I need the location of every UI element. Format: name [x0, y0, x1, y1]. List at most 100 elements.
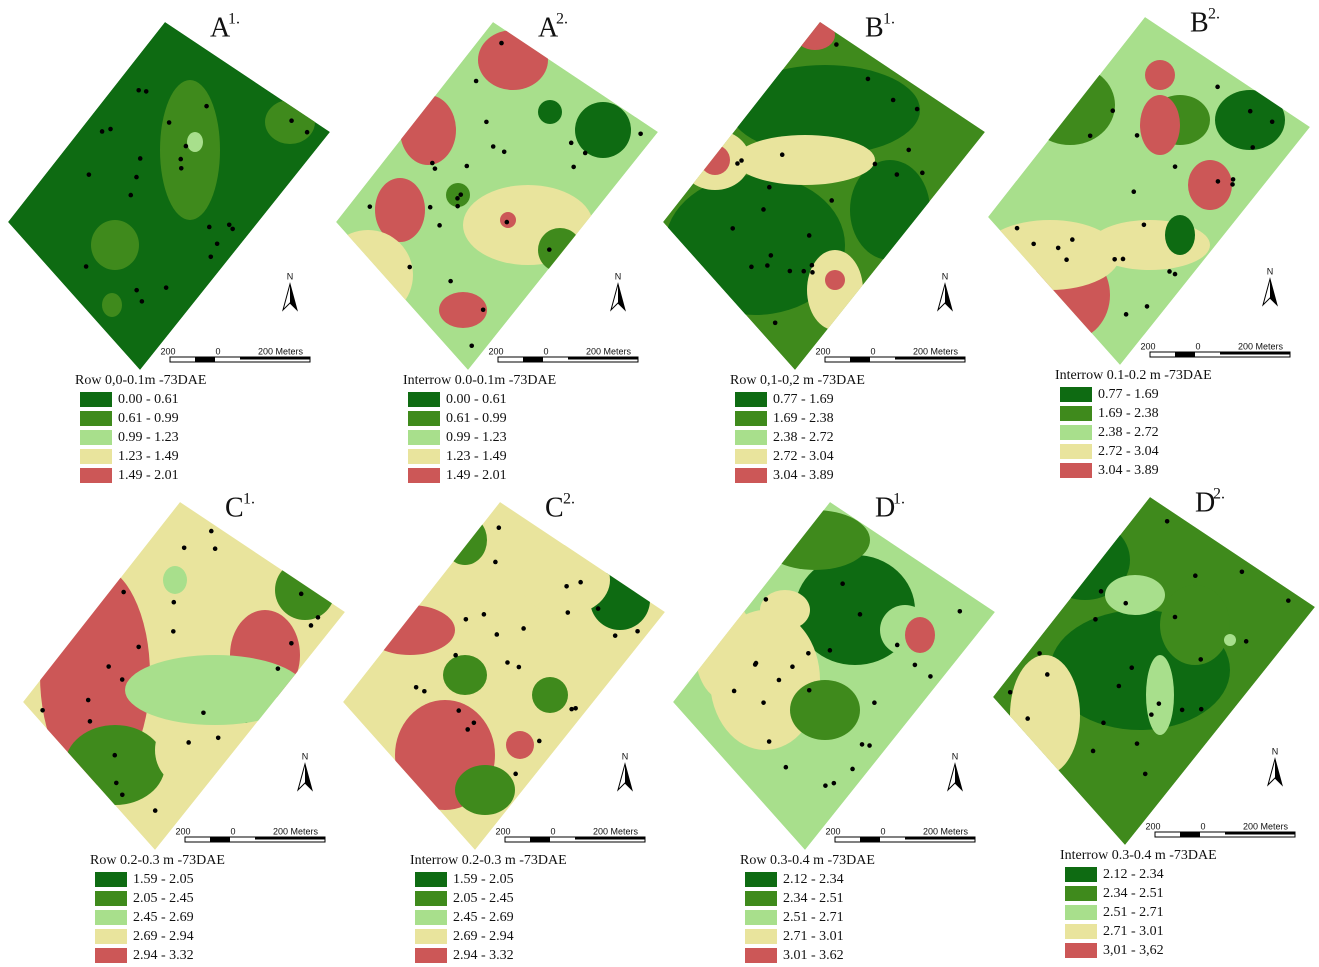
zone — [575, 102, 631, 158]
legend-class: 1.59 - 2.05 — [133, 872, 194, 887]
sample-point — [761, 700, 766, 705]
legend-swatch — [735, 411, 767, 426]
scale-bar-seg — [895, 357, 965, 360]
sample-point — [152, 808, 158, 813]
legend-class: 2.71 - 3.01 — [783, 929, 844, 944]
sample-point — [469, 343, 475, 349]
legend-swatch — [415, 929, 447, 944]
sample-point — [779, 152, 785, 157]
legend-title: Row 0,1-0,2 m -73DAE — [730, 373, 865, 388]
legend-swatch — [1065, 886, 1097, 901]
legend-class: 2.05 - 2.45 — [453, 891, 514, 906]
sample-point — [806, 233, 812, 238]
legend-class: 1.49 - 2.01 — [118, 468, 179, 483]
legend-class: 2.45 - 2.69 — [133, 910, 194, 925]
sample-point — [87, 719, 93, 724]
zone — [850, 160, 930, 260]
zone — [825, 270, 845, 290]
legend-swatch — [1065, 924, 1097, 939]
sample-point — [463, 616, 469, 622]
legend-class: 1.49 - 2.01 — [446, 468, 507, 483]
legend-swatch — [735, 449, 767, 464]
sample-point — [840, 581, 845, 587]
sample-point — [894, 642, 900, 648]
legend-swatch — [415, 872, 447, 887]
scale-bar-seg — [210, 837, 230, 842]
sample-point — [890, 97, 896, 103]
scale-label: 200 Meters — [1238, 341, 1284, 351]
zone — [365, 605, 455, 655]
sample-point — [768, 253, 774, 258]
sample-point — [578, 579, 583, 585]
sample-point — [1090, 748, 1096, 754]
legend-swatch — [1060, 463, 1092, 478]
legend-title: Row 0,0-0.1m -73DAE — [75, 373, 206, 388]
sample-point — [912, 662, 918, 668]
zone — [400, 95, 456, 165]
map — [23, 502, 345, 850]
legend-swatch — [95, 891, 127, 906]
sample-point — [464, 163, 470, 169]
legend-swatch — [415, 891, 447, 906]
zone — [735, 135, 875, 185]
map — [993, 497, 1315, 845]
sample-point — [208, 254, 214, 260]
zone — [700, 145, 730, 175]
zone — [790, 680, 860, 740]
scale-bar-seg — [850, 357, 870, 362]
sample-point — [275, 666, 281, 671]
scale-bar-seg — [905, 837, 975, 840]
sample-point — [1134, 133, 1140, 138]
zone — [187, 132, 203, 152]
sample-point — [493, 559, 498, 565]
legend-swatch — [80, 392, 112, 407]
legend-swatch — [95, 872, 127, 887]
legend-title: Interrow 0.1-0.2 m -73DAE — [1055, 368, 1212, 383]
scale-label: 200 — [1145, 821, 1160, 831]
sample-point — [739, 158, 744, 163]
panel-label: D — [1195, 487, 1215, 518]
scale-label: 0 — [215, 346, 220, 356]
sample-point — [367, 204, 373, 209]
legend-swatch — [735, 468, 767, 483]
sample-point — [571, 164, 576, 170]
north-arrow-half — [618, 284, 625, 310]
north-arrow-half — [625, 764, 632, 790]
panel-label-sup: 1. — [883, 11, 895, 28]
legend-swatch — [80, 411, 112, 426]
scale-bar-seg — [255, 837, 325, 840]
sample-point — [766, 739, 772, 744]
map — [988, 17, 1310, 365]
sample-point — [427, 204, 433, 210]
zone — [538, 228, 582, 272]
sample-point — [1110, 108, 1116, 114]
panel: D2. N 200 0 200 Meters Interrow 0.3-0.4 m -73… — [993, 486, 1315, 958]
sample-point — [1044, 672, 1050, 677]
zone — [500, 212, 516, 228]
north-label: N — [1267, 266, 1274, 276]
legend-class: 2.69 - 2.94 — [453, 929, 514, 944]
sample-point — [455, 196, 460, 201]
sample-point — [40, 708, 45, 713]
scale-bar-seg — [860, 837, 880, 842]
north-label: N — [615, 271, 622, 281]
zone — [275, 560, 335, 620]
sample-point — [790, 664, 795, 669]
map — [343, 502, 665, 850]
sample-point — [215, 735, 221, 741]
legend-swatch — [1060, 387, 1092, 402]
sample-point — [465, 727, 471, 732]
scale-label: 200 Meters — [1243, 821, 1289, 831]
legend-class: 1.69 - 2.38 — [1098, 406, 1159, 421]
zone — [905, 617, 935, 653]
sample-point — [765, 263, 770, 268]
zone — [443, 515, 487, 565]
sample-point — [289, 118, 294, 124]
scale-bar-seg — [523, 357, 543, 362]
sample-point — [806, 650, 811, 656]
sample-point — [638, 131, 643, 137]
sample-point — [471, 720, 477, 726]
panel-label: C — [545, 492, 564, 523]
panel: C 2. N 200 0 200 Meters Interrow 0.2-0.3 m -73… — [343, 491, 665, 963]
